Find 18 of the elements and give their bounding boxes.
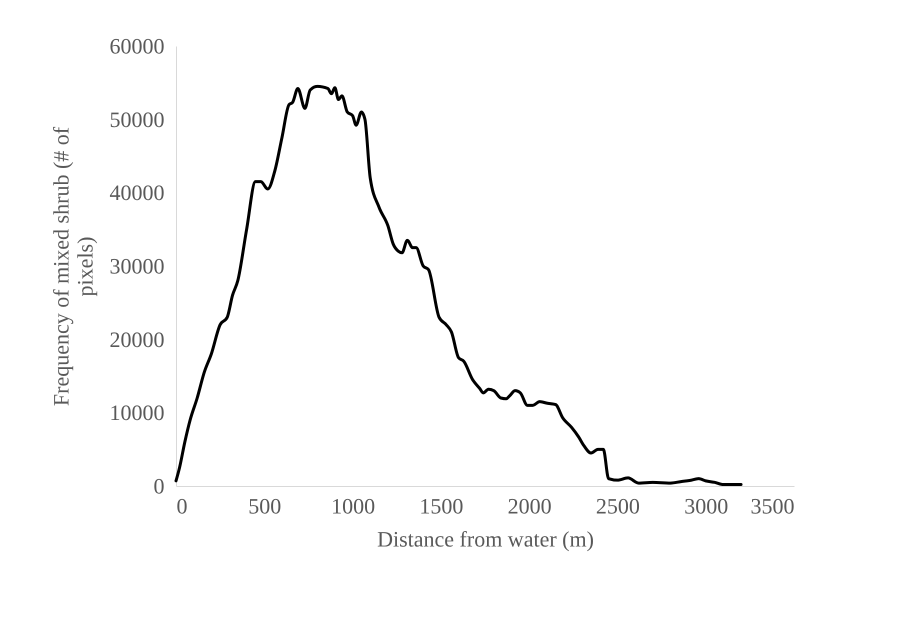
line-series: [174, 84, 743, 486]
y-axis-title: Frequency of mixed shrub (# of pixels): [48, 126, 98, 406]
y-tick-label: 30000: [110, 254, 164, 278]
x-tick-label: 2000: [508, 494, 552, 518]
y-tick-label: 60000: [110, 34, 164, 58]
y-tick-label: 20000: [110, 326, 164, 352]
x-tick-label: 0: [176, 494, 188, 518]
y-tick-label: 10000: [110, 400, 164, 426]
x-tick-label: 1000: [331, 494, 376, 518]
x-tick-label: 3500: [750, 494, 794, 518]
y-tick-label: 50000: [110, 106, 164, 132]
x-tick-label: 3000: [684, 494, 728, 518]
x-tick-label: 500: [248, 494, 282, 518]
x-tick-label: 1500: [419, 494, 464, 518]
y-tick-label: 0: [154, 474, 164, 498]
y-tick-label: 40000: [110, 180, 164, 206]
x-tick-label: 2500: [596, 494, 640, 518]
x-axis-title: Distance from water (m): [377, 526, 594, 552]
